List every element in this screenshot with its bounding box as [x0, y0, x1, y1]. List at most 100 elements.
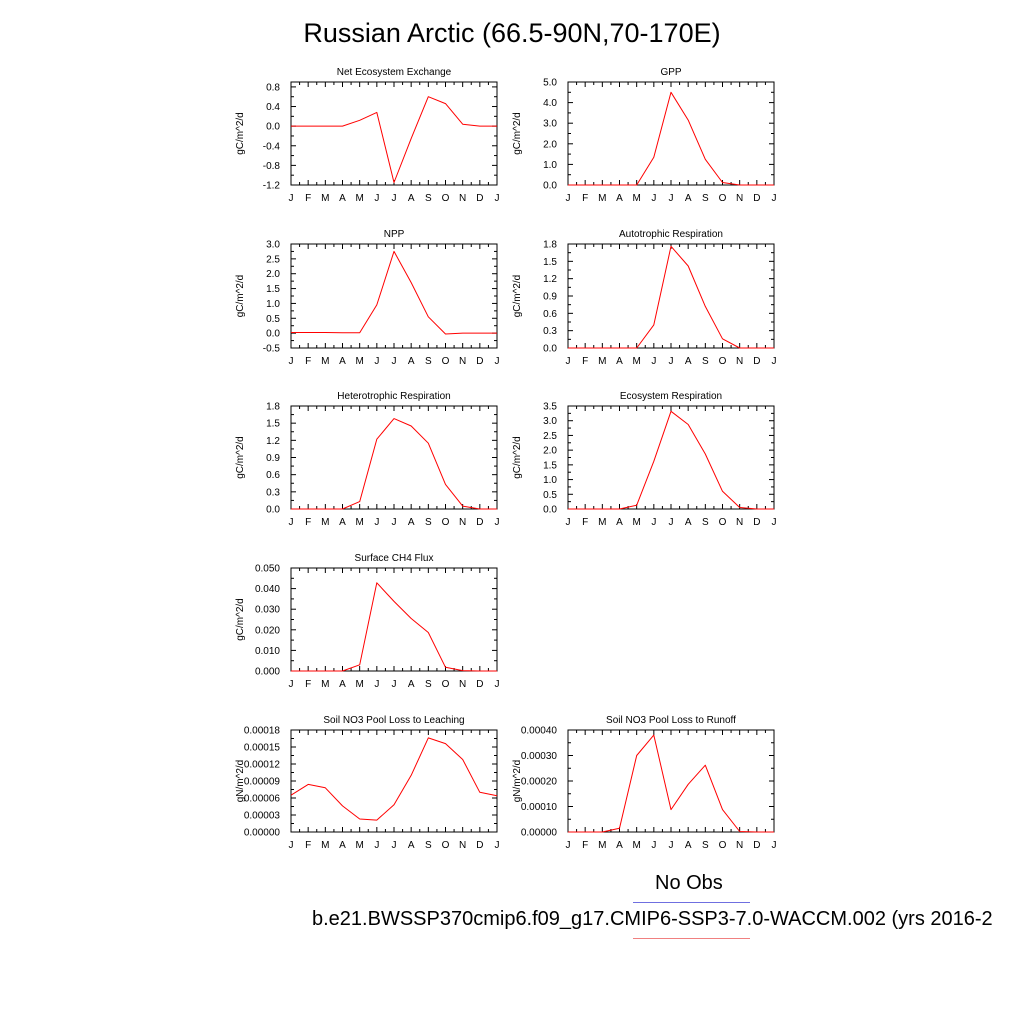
x-tick-label: D	[476, 679, 483, 690]
y-axis-label: gC/m^2/d	[512, 436, 523, 479]
x-tick-label: O	[442, 356, 450, 367]
y-tick-label: 1.8	[266, 402, 280, 413]
x-tick-label: M	[598, 840, 606, 851]
y-tick-label: 4.0	[543, 98, 557, 109]
x-tick-label: O	[442, 840, 450, 851]
y-tick-label: 5.0	[543, 78, 557, 89]
x-tick-label: N	[459, 679, 466, 690]
y-tick-label: 0.00018	[244, 726, 281, 737]
y-tick-label: 0.0	[266, 122, 280, 133]
y-tick-label: 0.0	[543, 344, 557, 355]
panel-title: Heterotrophic Respiration	[337, 391, 450, 402]
x-tick-label: N	[459, 840, 466, 851]
panel-title: Surface CH4 Flux	[355, 553, 434, 564]
y-tick-label: 0.050	[255, 564, 280, 575]
y-tick-label: 0.6	[266, 470, 280, 481]
y-tick-label: -0.5	[263, 344, 281, 355]
x-tick-label: J	[669, 193, 674, 204]
x-tick-label: J	[374, 517, 379, 528]
x-tick-label: J	[374, 356, 379, 367]
x-tick-label: J	[772, 840, 777, 851]
x-tick-label: J	[495, 356, 500, 367]
x-tick-label: J	[566, 356, 571, 367]
x-tick-label: J	[651, 517, 656, 528]
x-tick-label: O	[719, 356, 727, 367]
x-tick-label: S	[702, 840, 709, 851]
y-tick-label: 0.00020	[521, 777, 558, 788]
x-tick-label: A	[685, 356, 692, 367]
x-tick-label: O	[442, 193, 450, 204]
series-line	[568, 734, 774, 833]
x-tick-label: S	[702, 356, 709, 367]
y-tick-label: 0.3	[266, 487, 280, 498]
x-tick-label: S	[425, 356, 432, 367]
x-tick-label: F	[305, 840, 311, 851]
series-line	[568, 91, 774, 186]
x-tick-label: M	[321, 840, 329, 851]
chart-panel: J F M A M J J A S O N D J-0.50.00.51.01.52.02.53.0NP…	[235, 229, 500, 367]
x-tick-label: J	[772, 356, 777, 367]
x-tick-label: J	[374, 193, 379, 204]
chart-panel: J F M A M J J A S O N D J0.000000.000030.000060.0000…	[235, 715, 500, 851]
x-tick-label: D	[753, 840, 760, 851]
y-axis-label: gC/m^2/d	[235, 598, 246, 641]
y-tick-label: 0.00000	[521, 828, 558, 839]
x-tick-label: M	[321, 193, 329, 204]
panel-title: NPP	[384, 229, 405, 240]
page-title: Russian Arctic (66.5-90N,70-170E)	[303, 18, 721, 48]
y-tick-label: 1.5	[543, 460, 557, 471]
plot-frame	[567, 729, 775, 833]
y-tick-label: 1.0	[266, 299, 280, 310]
y-tick-label: 0.0	[543, 505, 557, 516]
x-tick-label: N	[736, 356, 743, 367]
x-tick-label: A	[685, 840, 692, 851]
y-tick-label: -0.8	[263, 161, 281, 172]
plot-frame	[290, 729, 498, 833]
x-tick-label: A	[616, 193, 623, 204]
y-axis-label: gC/m^2/d	[512, 275, 523, 318]
y-tick-label: 0.0	[266, 329, 280, 340]
y-tick-label: 3.0	[543, 119, 557, 130]
y-tick-label: -1.2	[263, 181, 281, 192]
x-tick-label: M	[632, 517, 640, 528]
plot-frame	[290, 405, 498, 510]
y-tick-label: 1.8	[543, 240, 557, 251]
x-tick-label: J	[392, 840, 397, 851]
y-tick-label: 2.0	[543, 139, 557, 150]
y-tick-label: -0.4	[263, 141, 281, 152]
chart-panel: J F M A M J J A S O N D J0.00.51.01.52.02.53.03.5Eco…	[512, 391, 777, 528]
x-tick-label: J	[495, 517, 500, 528]
x-tick-label: F	[582, 517, 588, 528]
legend-line-obs	[633, 902, 750, 903]
x-tick-label: M	[355, 193, 363, 204]
x-tick-label: J	[289, 840, 294, 851]
x-tick-label: J	[374, 679, 379, 690]
y-tick-label: 1.2	[266, 436, 280, 447]
x-tick-label: N	[736, 193, 743, 204]
x-tick-label: S	[425, 517, 432, 528]
y-tick-label: 0.5	[543, 490, 557, 501]
x-tick-label: F	[305, 193, 311, 204]
y-tick-label: 0.6	[543, 309, 557, 320]
y-tick-label: 3.0	[543, 416, 557, 427]
chart-panel: J F M A M J J A S O N D J0.00.30.60.91.21.51.8Hetero…	[235, 391, 500, 528]
x-tick-label: O	[719, 840, 727, 851]
x-tick-label: O	[719, 193, 727, 204]
x-tick-label: S	[702, 193, 709, 204]
x-tick-label: A	[408, 517, 415, 528]
x-tick-label: J	[772, 193, 777, 204]
x-tick-label: S	[425, 193, 432, 204]
y-tick-label: 1.5	[266, 284, 280, 295]
x-tick-label: A	[408, 193, 415, 204]
x-tick-label: J	[289, 193, 294, 204]
x-tick-label: D	[753, 193, 760, 204]
x-tick-label: A	[339, 356, 346, 367]
x-tick-label: A	[339, 840, 346, 851]
panel-title: Soil NO3 Pool Loss to Leaching	[323, 715, 464, 726]
y-tick-label: 3.5	[543, 402, 557, 413]
y-tick-label: 0.030	[255, 605, 280, 616]
y-tick-label: 2.5	[543, 431, 557, 442]
y-axis-label: gN/m^2/d	[512, 760, 523, 803]
y-axis-label: gC/m^2/d	[235, 112, 246, 155]
plot-frame	[290, 81, 498, 186]
